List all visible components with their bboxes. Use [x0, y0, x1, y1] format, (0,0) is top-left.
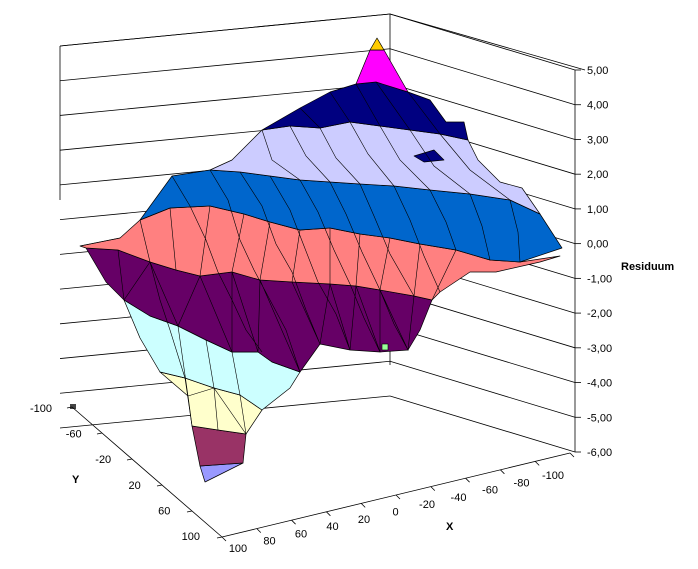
y-tick-mark — [216, 536, 223, 539]
z-gridline — [59, 48, 391, 82]
z-tick-label: -2,00 — [587, 308, 612, 320]
x-tick-label: -100 — [542, 470, 564, 482]
z-tick-label: -6,00 — [587, 447, 612, 459]
band-5 — [355, 49, 409, 93]
x-tick-label: 20 — [358, 514, 370, 526]
x-tick-mark — [465, 477, 470, 483]
x-tick-mark — [534, 461, 540, 466]
x-tick-mark — [430, 486, 436, 491]
x-tick-mark — [291, 519, 296, 525]
z-tick-label: -4,00 — [587, 378, 612, 390]
x-tick-label: 60 — [295, 528, 307, 540]
surface-plot — [70, 37, 563, 483]
y-tick-label: -100 — [30, 403, 52, 415]
x-tick-mark — [395, 494, 401, 500]
x-tick-label: 0 — [392, 507, 398, 519]
z-tick-label: 5,00 — [587, 65, 608, 77]
y-tick-label: 60 — [158, 505, 170, 517]
x-tick-mark — [569, 452, 575, 458]
z-tick-label: -5,00 — [587, 412, 612, 424]
surface-highlight — [381, 343, 389, 351]
right-wall-top-edge — [389, 13, 586, 71]
band-4 — [261, 81, 469, 141]
y-tick-mark — [186, 510, 193, 513]
z-gridline-right — [389, 395, 576, 453]
z-gridline — [59, 83, 391, 116]
y-tick-label: -60 — [66, 429, 82, 441]
z-tick-label: 2,00 — [587, 169, 608, 181]
surface-corner-marker — [70, 404, 76, 409]
surface-mesh — [79, 81, 521, 435]
surface-notch — [413, 149, 445, 163]
chart-floor — [71, 406, 571, 538]
y-tick-label: 20 — [129, 480, 141, 492]
x-tick-label: 40 — [326, 521, 338, 533]
z-gridline-right — [389, 360, 576, 418]
x-tick-mark — [326, 511, 331, 517]
z-gridline — [59, 13, 391, 47]
x-tick-label: 80 — [263, 536, 275, 548]
z-tick-label: -1,00 — [587, 273, 612, 285]
z-gridline-right — [389, 13, 576, 71]
z-tick-label: 1,00 — [587, 204, 608, 216]
z-tick-label: 0,00 — [587, 239, 608, 251]
x-tick-label: -20 — [419, 499, 435, 511]
z-gridline-right — [389, 83, 576, 140]
y-axis-ticks: -100 -60 -20 20 60 100 — [30, 403, 223, 543]
y-tick-label: 100 — [182, 531, 200, 543]
y-axis-title: Y — [72, 474, 80, 486]
y-axis-floor-edge — [71, 406, 223, 538]
x-tick-label: 100 — [229, 543, 247, 555]
y-tick-mark — [156, 484, 163, 487]
z-gridline-right — [389, 48, 576, 106]
y-tick-mark — [126, 458, 133, 461]
x-tick-mark — [500, 469, 505, 475]
x-tick-label: -40 — [451, 492, 467, 504]
x-axis-ticks: 100 80 60 40 20 0 -20 -40 -60 -80 -100 — [221, 452, 575, 555]
z-tick-label: 4,00 — [587, 100, 608, 112]
z-tick-label: -3,00 — [587, 343, 612, 355]
z-axis-title: Residuum — [621, 261, 674, 273]
y-tick-mark — [66, 406, 73, 409]
x-tick-label: -80 — [514, 477, 530, 489]
surface-peak — [369, 37, 385, 51]
y-tick-mark — [96, 432, 103, 435]
x-tick-label: -60 — [482, 485, 498, 497]
x-tick-mark — [256, 528, 262, 533]
x-axis-title: X — [446, 521, 454, 533]
z-gridline-right — [389, 326, 576, 383]
z-tick-label: 3,00 — [587, 134, 608, 146]
x-tick-mark — [360, 503, 366, 508]
x-tick-mark — [221, 536, 227, 542]
z-axis-ticks: 5,00 4,00 3,00 2,00 1,00 0,00 -1,00 -2,00 -3,00 -… — [575, 65, 612, 459]
y-tick-label: -20 — [95, 454, 111, 466]
